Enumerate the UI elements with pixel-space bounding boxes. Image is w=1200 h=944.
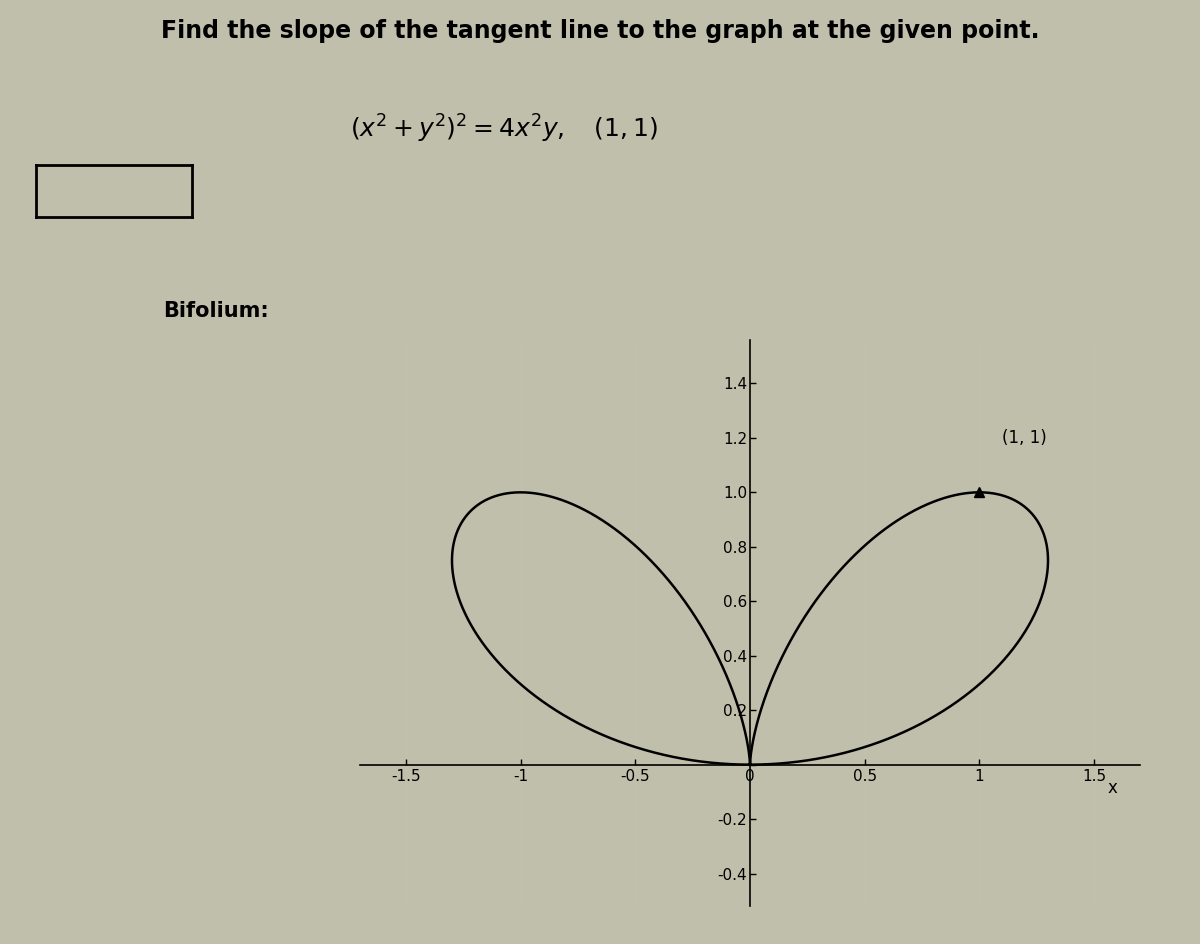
Text: Bifolium:: Bifolium: <box>163 301 269 321</box>
Text: x: x <box>1108 779 1117 797</box>
Text: $(x^2 + y^2)^2 = 4x^2y,$   $(1, 1)$: $(x^2 + y^2)^2 = 4x^2y,$ $(1, 1)$ <box>350 113 658 145</box>
Text: (1, 1): (1, 1) <box>1002 430 1048 447</box>
Text: Find the slope of the tangent line to the graph at the given point.: Find the slope of the tangent line to th… <box>161 19 1039 42</box>
